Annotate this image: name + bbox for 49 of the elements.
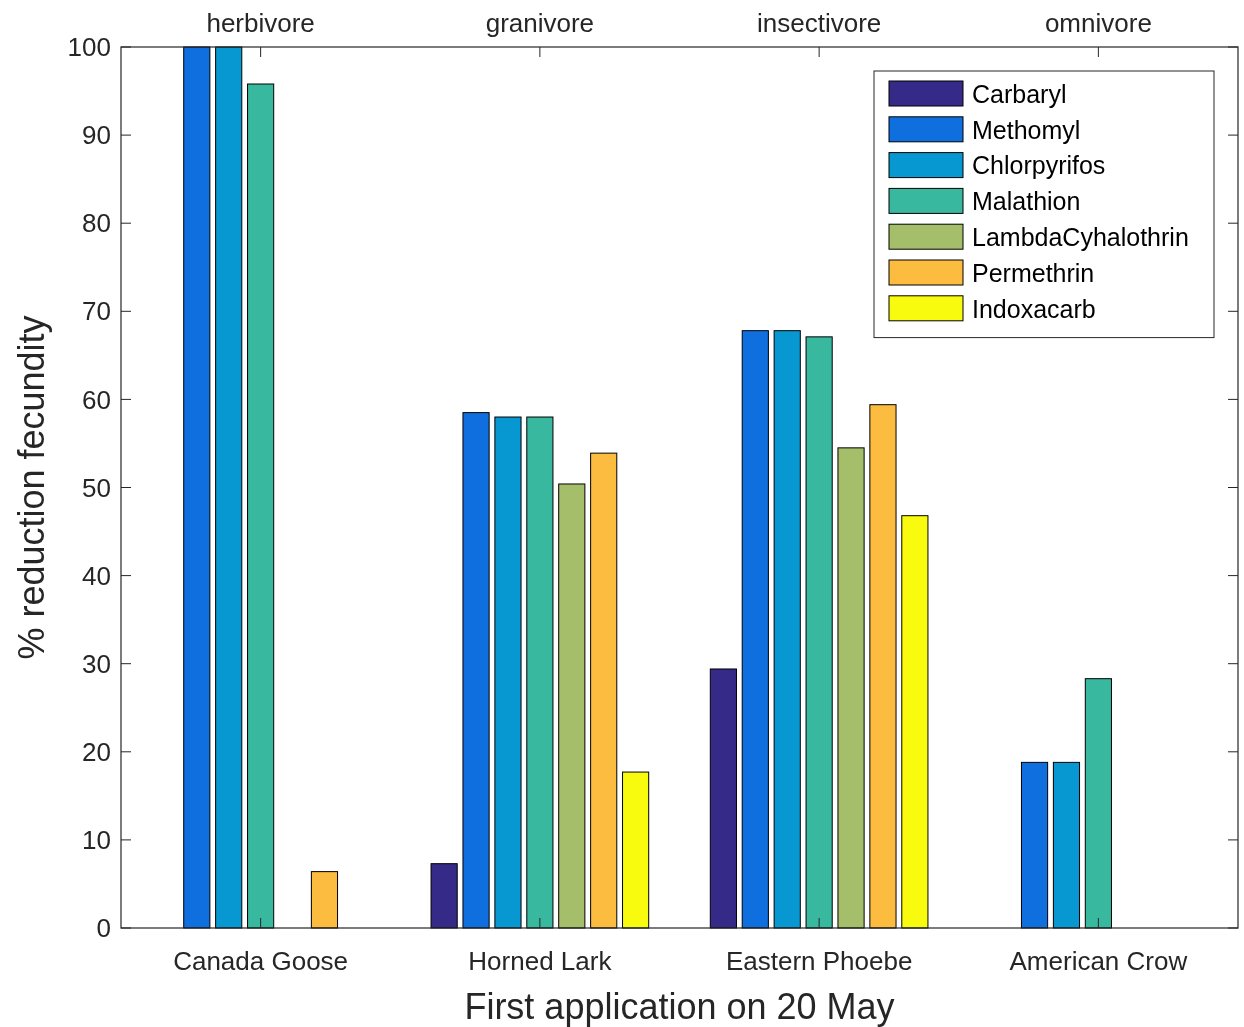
text: insectivore — [756, 8, 882, 38]
legend-label: Chlorpyrifos — [972, 151, 1106, 180]
y-tick-label: 100 — [67, 32, 111, 63]
legend-label: Malathion — [972, 187, 1081, 216]
bar — [430, 863, 458, 929]
y-tick-label: 20 — [82, 736, 111, 767]
y-axis-title: % reduction fecundity — [11, 315, 52, 660]
text: omnivore — [1044, 8, 1152, 38]
bar — [709, 668, 737, 929]
bar — [837, 447, 865, 929]
y-tick-label: 10 — [82, 825, 111, 855]
bar — [494, 416, 522, 929]
legend-label: Indoxacarb — [972, 294, 1096, 323]
x-tick-label: Canada Goose — [173, 946, 349, 976]
bar — [183, 46, 211, 929]
bar — [558, 483, 586, 929]
bar — [1020, 761, 1049, 929]
x-tick-label: American Crow — [1009, 946, 1188, 976]
bar — [590, 452, 618, 929]
x-tick-label: Eastern Phoebe — [725, 946, 913, 976]
bar — [1084, 678, 1112, 929]
bar — [462, 412, 490, 929]
bar — [247, 83, 275, 929]
bar — [741, 330, 769, 929]
legend-label: Permethrin — [972, 258, 1095, 287]
bar — [215, 46, 243, 929]
text: granivore — [485, 8, 595, 38]
bar — [773, 330, 801, 929]
bar — [805, 336, 833, 929]
bar — [869, 404, 897, 929]
bar — [310, 871, 339, 929]
bar — [622, 771, 650, 929]
bar — [901, 515, 929, 929]
legend-label: LambdaCyhalothrin — [972, 222, 1189, 251]
y-tick-label: 70 — [82, 296, 111, 327]
bar — [1052, 761, 1081, 929]
text: herbivore — [206, 8, 315, 38]
x-axis-title: First application on 20 May — [464, 986, 895, 1027]
y-tick-label: 80 — [82, 208, 111, 239]
x-tick-label: Horned Lark — [468, 946, 613, 976]
legend-label: Carbaryl — [972, 79, 1067, 108]
y-tick-label: 0 — [96, 913, 111, 944]
bar — [526, 416, 554, 929]
y-tick-label: 30 — [82, 648, 111, 679]
y-tick-label: 60 — [82, 384, 111, 415]
y-tick-label: 90 — [82, 120, 111, 151]
y-tick-label: 50 — [82, 472, 111, 503]
y-tick-label: 40 — [82, 560, 111, 591]
legend-label: Methomyl — [972, 115, 1081, 144]
